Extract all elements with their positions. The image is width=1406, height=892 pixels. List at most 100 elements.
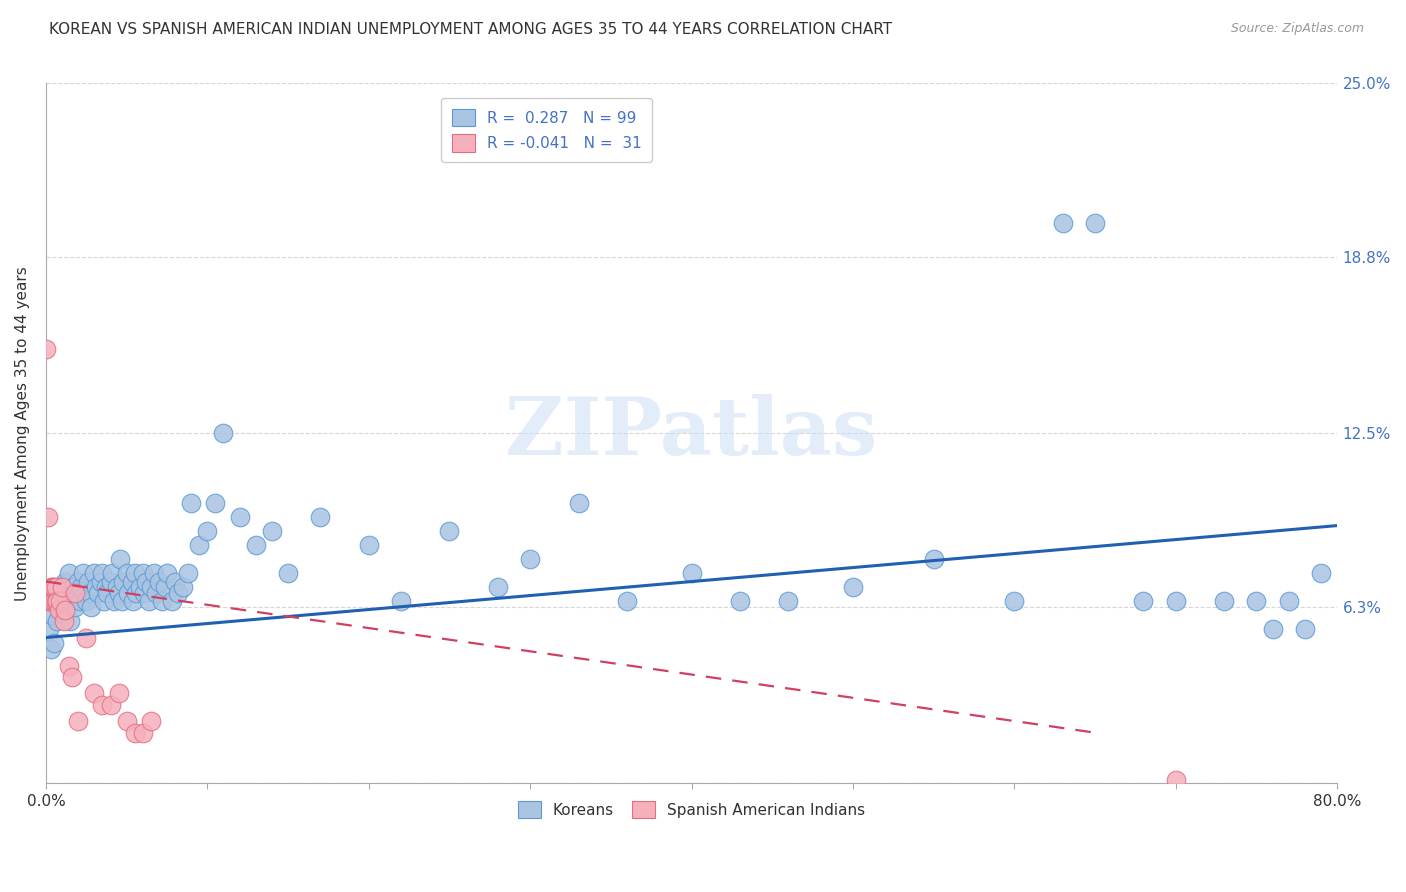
Point xyxy=(79,586,101,600)
Point xyxy=(160,594,183,608)
Text: ZIPatlas: ZIPatlas xyxy=(505,394,877,472)
Point xyxy=(62,580,84,594)
Point xyxy=(128,580,150,594)
Point xyxy=(195,524,218,538)
Point xyxy=(67,714,90,729)
Point xyxy=(172,580,194,594)
Point xyxy=(1164,773,1187,788)
Point xyxy=(148,574,170,589)
Point xyxy=(150,594,173,608)
Point xyxy=(167,586,190,600)
Point xyxy=(53,574,76,589)
Point xyxy=(1309,566,1331,581)
Point xyxy=(73,586,96,600)
Point xyxy=(107,586,129,600)
Point xyxy=(115,566,138,581)
Point xyxy=(125,586,148,600)
Point xyxy=(277,566,299,581)
Point xyxy=(309,510,332,524)
Point xyxy=(1294,622,1316,636)
Point xyxy=(42,580,65,594)
Point xyxy=(37,510,59,524)
Point xyxy=(165,574,187,589)
Point xyxy=(138,594,160,608)
Point xyxy=(616,594,638,608)
Point xyxy=(46,594,69,608)
Point xyxy=(134,586,156,600)
Point xyxy=(35,343,58,357)
Point xyxy=(1002,594,1025,608)
Point xyxy=(1213,594,1236,608)
Y-axis label: Unemployment Among Ages 35 to 44 years: Unemployment Among Ages 35 to 44 years xyxy=(15,266,30,600)
Point xyxy=(117,586,139,600)
Point xyxy=(94,580,117,594)
Point xyxy=(45,580,67,594)
Point xyxy=(41,580,63,594)
Point xyxy=(56,594,79,608)
Point xyxy=(357,538,380,552)
Point xyxy=(212,426,235,441)
Point xyxy=(83,566,105,581)
Point xyxy=(101,566,124,581)
Text: Source: ZipAtlas.com: Source: ZipAtlas.com xyxy=(1230,22,1364,36)
Point xyxy=(67,574,90,589)
Point xyxy=(90,574,112,589)
Point xyxy=(156,566,179,581)
Point xyxy=(39,641,62,656)
Point xyxy=(69,594,91,608)
Point xyxy=(112,574,135,589)
Point xyxy=(49,602,72,616)
Point xyxy=(842,580,865,594)
Point xyxy=(45,594,67,608)
Point xyxy=(439,524,461,538)
Point xyxy=(1132,594,1154,608)
Point xyxy=(41,608,63,623)
Point xyxy=(177,566,200,581)
Point xyxy=(124,566,146,581)
Point xyxy=(93,594,115,608)
Point xyxy=(66,586,89,600)
Point xyxy=(1246,594,1268,608)
Point xyxy=(46,614,69,628)
Point xyxy=(180,496,202,510)
Point xyxy=(63,586,86,600)
Point xyxy=(63,599,86,614)
Point xyxy=(124,725,146,739)
Point xyxy=(121,574,143,589)
Point xyxy=(519,552,541,566)
Point xyxy=(228,510,250,524)
Point xyxy=(39,594,62,608)
Point xyxy=(139,580,162,594)
Point xyxy=(70,580,93,594)
Point xyxy=(49,594,72,608)
Point xyxy=(1278,594,1301,608)
Point xyxy=(45,594,67,608)
Point xyxy=(135,574,157,589)
Point xyxy=(486,580,509,594)
Point xyxy=(1052,216,1074,230)
Point xyxy=(778,594,800,608)
Point xyxy=(143,566,166,581)
Point xyxy=(728,594,751,608)
Point xyxy=(567,496,589,510)
Point xyxy=(84,580,107,594)
Legend: Koreans, Spanish American Indians: Koreans, Spanish American Indians xyxy=(512,795,872,824)
Point xyxy=(42,636,65,650)
Text: KOREAN VS SPANISH AMERICAN INDIAN UNEMPLOYMENT AMONG AGES 35 TO 44 YEARS CORRELA: KOREAN VS SPANISH AMERICAN INDIAN UNEMPL… xyxy=(49,22,893,37)
Point xyxy=(188,538,211,552)
Point xyxy=(58,566,80,581)
Point xyxy=(52,608,75,623)
Point xyxy=(86,586,108,600)
Point xyxy=(260,524,283,538)
Point xyxy=(105,580,128,594)
Point xyxy=(53,602,76,616)
Point xyxy=(1261,622,1284,636)
Point xyxy=(75,594,97,608)
Point xyxy=(100,574,122,589)
Point xyxy=(91,566,114,581)
Point xyxy=(155,580,177,594)
Point xyxy=(38,622,60,636)
Point xyxy=(122,594,145,608)
Point xyxy=(48,602,70,616)
Point xyxy=(42,594,65,608)
